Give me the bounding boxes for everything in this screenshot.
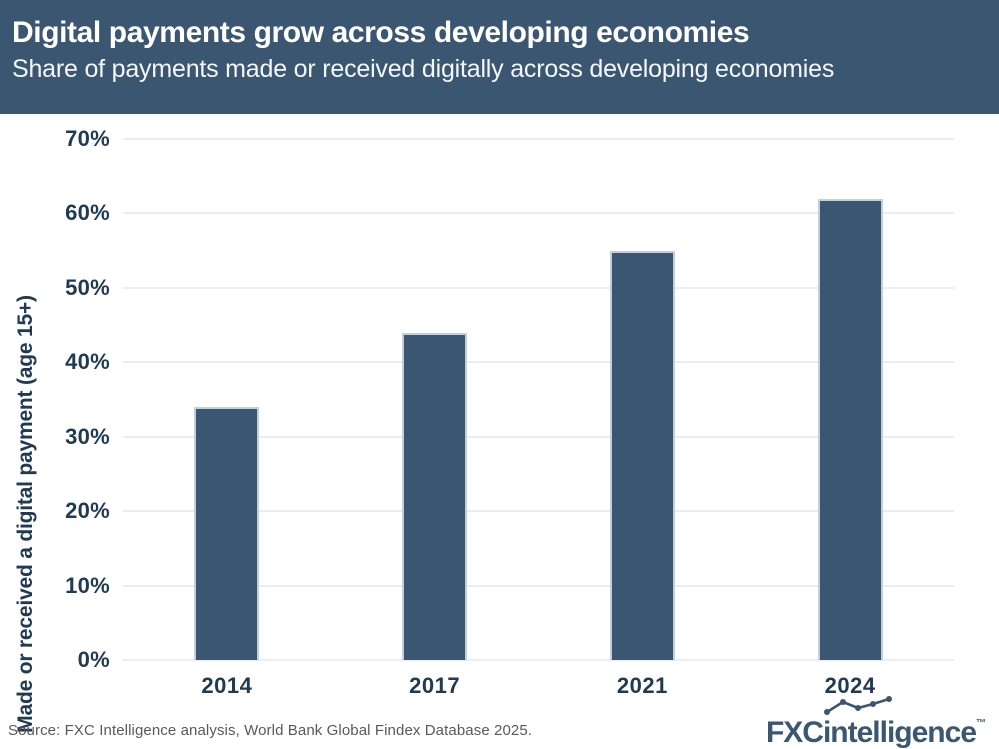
gridline-10% [123, 584, 954, 587]
bar-2017 [402, 332, 468, 660]
logo-trademark-symbol: ™ [976, 718, 986, 729]
gridline-0% [123, 659, 954, 661]
logo-text-fxc: FXC [765, 716, 824, 749]
gridline-70% [123, 138, 954, 140]
y-tick-label-70%: 70% [65, 126, 110, 151]
fxc-intelligence-logo: FXCintelligence™ [766, 696, 986, 749]
y-axis-title: Made or received a digital payment (age … [14, 295, 37, 733]
y-tick-label-60%: 60% [65, 200, 110, 226]
chart-title: Digital payments grow across developing … [12, 16, 750, 49]
logo-sparkline-icon [823, 696, 892, 715]
x-tick-label-2024: 2024 [824, 673, 876, 698]
y-tick-label-20%: 20% [65, 498, 110, 524]
x-tick-label-2017: 2017 [409, 673, 461, 698]
bar-chart: Made or received a digital payment (age … [0, 114, 999, 733]
bar-2024 [817, 198, 883, 660]
y-tick-label-30%: 30% [65, 423, 110, 449]
x-tick-label-2021: 2021 [616, 673, 668, 698]
gridline-40% [123, 361, 954, 364]
logo-text-intelligence: intelligence [822, 716, 977, 749]
y-tick-label-40%: 40% [65, 349, 110, 375]
header-banner: Digital payments grow across developing … [0, 0, 999, 114]
gridline-60% [123, 212, 954, 215]
chart-subtitle: Share of payments made or received digit… [12, 55, 835, 83]
y-tick-label-10%: 10% [65, 572, 110, 598]
y-tick-label-0%: 0% [77, 647, 110, 672]
gridline-20% [123, 510, 954, 513]
x-tick-label-2014: 2014 [201, 673, 253, 698]
source-note: Source: FXC Intelligence analysis, World… [8, 722, 533, 739]
bar-2014 [194, 406, 260, 660]
gridline-50% [123, 286, 954, 289]
gridline-30% [123, 435, 954, 438]
y-tick-label-50%: 50% [65, 274, 110, 300]
bar-2021 [609, 250, 675, 660]
